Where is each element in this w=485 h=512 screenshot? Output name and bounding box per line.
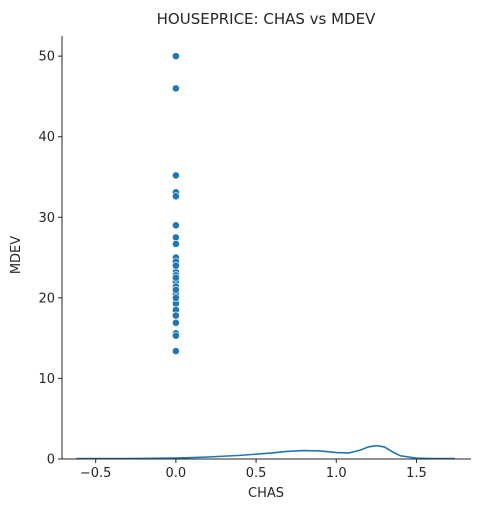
- scatter-point: [171, 221, 180, 230]
- y-axis-title: MDEV: [9, 236, 24, 274]
- x-axis-title: CHAS: [248, 486, 284, 501]
- scatter-point: [171, 52, 180, 61]
- y-tick-label: 0: [47, 453, 55, 468]
- x-tick-label: 1.0: [326, 466, 347, 481]
- scatter-point: [171, 311, 180, 320]
- scatter-point: [171, 84, 180, 93]
- scatter-point: [171, 171, 180, 180]
- x-tick-label: 1.5: [406, 466, 427, 481]
- y-tick-label: 10: [38, 372, 55, 387]
- plot-area: [76, 52, 455, 460]
- scatter-point: [171, 233, 180, 242]
- scatter-point: [171, 285, 180, 294]
- scatter-point: [171, 261, 180, 270]
- chart-title: HOUSEPRICE: CHAS vs MDEV: [157, 10, 376, 28]
- scatter-point: [171, 293, 180, 302]
- scatter-point: [171, 192, 180, 201]
- y-tick-label: 50: [38, 50, 55, 65]
- x-tick-label: 0.5: [246, 466, 267, 481]
- scatter-point: [171, 273, 180, 282]
- x-tick-label: −0.5: [80, 466, 112, 481]
- axes: −0.5 0.0 0.5 1.0 1.5 0 10 20 30 40 50: [38, 36, 471, 481]
- density-line: [76, 444, 455, 460]
- y-ticks: 0 10 20 30 40 50: [38, 50, 62, 468]
- scatter-point: [171, 318, 180, 327]
- x-tick-label: 0.0: [166, 466, 187, 481]
- y-tick-label: 20: [38, 291, 55, 306]
- x-ticks: −0.5 0.0 0.5 1.0 1.5: [80, 459, 427, 481]
- scatter-point: [171, 347, 180, 355]
- scatter-point: [171, 239, 180, 248]
- y-tick-label: 40: [38, 130, 55, 145]
- y-tick-label: 30: [38, 211, 55, 226]
- scatter-point: [171, 331, 180, 340]
